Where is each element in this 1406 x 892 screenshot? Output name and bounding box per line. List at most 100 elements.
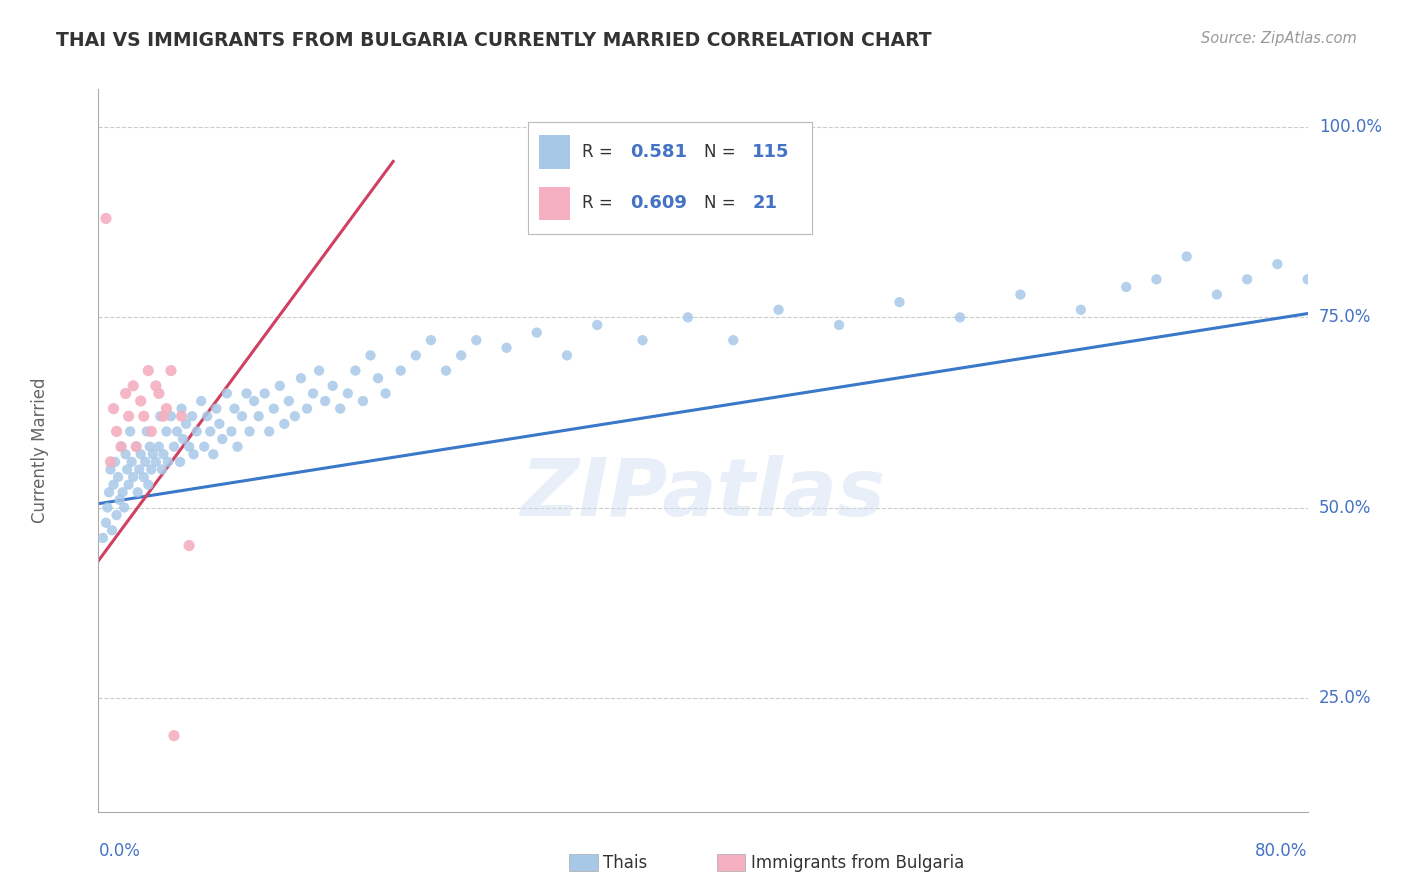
Point xyxy=(142,447,165,461)
Point xyxy=(360,348,382,362)
Point xyxy=(166,425,188,439)
Point xyxy=(148,440,170,454)
Point xyxy=(163,440,186,454)
Text: ZIPatlas: ZIPatlas xyxy=(520,455,886,533)
Point xyxy=(94,211,117,226)
Point xyxy=(104,455,127,469)
Point xyxy=(1267,257,1289,271)
Point xyxy=(94,516,117,530)
Point xyxy=(118,409,141,424)
Point xyxy=(181,409,204,424)
Point xyxy=(91,531,114,545)
Point xyxy=(828,318,851,332)
Point xyxy=(224,401,246,416)
Point xyxy=(205,401,228,416)
Point xyxy=(134,455,156,469)
Point xyxy=(631,333,654,347)
Point xyxy=(118,477,141,491)
Point xyxy=(768,302,790,317)
Point xyxy=(239,425,262,439)
Point xyxy=(263,401,285,416)
Point xyxy=(174,417,197,431)
Point xyxy=(136,477,159,491)
Point xyxy=(170,409,193,424)
Point xyxy=(179,539,201,553)
Point xyxy=(136,363,159,377)
Point xyxy=(108,492,131,507)
Point xyxy=(114,447,136,461)
Point xyxy=(132,470,155,484)
Point xyxy=(163,729,186,743)
Point xyxy=(295,401,318,416)
Point xyxy=(889,295,911,310)
Point xyxy=(211,432,233,446)
Point xyxy=(221,425,243,439)
Point xyxy=(160,409,183,424)
Point xyxy=(172,432,194,446)
Point xyxy=(152,409,174,424)
Point xyxy=(277,394,299,409)
Point xyxy=(107,470,129,484)
Point xyxy=(193,440,215,454)
Point xyxy=(122,470,145,484)
Text: 0.0%: 0.0% xyxy=(98,842,141,860)
Point xyxy=(156,455,179,469)
Point xyxy=(111,485,134,500)
Point xyxy=(148,386,170,401)
Point xyxy=(208,417,231,431)
Point xyxy=(186,425,208,439)
Point xyxy=(141,425,163,439)
Point xyxy=(302,386,325,401)
Point xyxy=(103,477,125,491)
Point xyxy=(1115,280,1137,294)
Point xyxy=(115,462,138,476)
Point xyxy=(257,425,280,439)
Point xyxy=(284,409,307,424)
Point xyxy=(526,326,548,340)
Point xyxy=(1296,272,1319,286)
Text: Currently Married: Currently Married xyxy=(31,377,49,524)
Point xyxy=(139,440,162,454)
Point xyxy=(202,447,225,461)
Point xyxy=(253,386,276,401)
Point xyxy=(135,425,157,439)
Point xyxy=(132,409,155,424)
Point xyxy=(1357,257,1379,271)
Point xyxy=(405,348,427,362)
Point xyxy=(120,425,142,439)
Point xyxy=(150,462,173,476)
Text: 50.0%: 50.0% xyxy=(1319,499,1371,516)
Text: Thais: Thais xyxy=(603,854,647,871)
Point xyxy=(98,485,121,500)
Point xyxy=(465,333,488,347)
Point xyxy=(374,386,396,401)
Point xyxy=(235,386,257,401)
Point xyxy=(1206,287,1229,301)
Text: THAI VS IMMIGRANTS FROM BULGARIA CURRENTLY MARRIED CORRELATION CHART: THAI VS IMMIGRANTS FROM BULGARIA CURRENT… xyxy=(56,31,932,50)
Point xyxy=(1327,242,1350,256)
Point xyxy=(243,394,266,409)
Point xyxy=(367,371,389,385)
Point xyxy=(273,417,295,431)
Point xyxy=(114,386,136,401)
Point xyxy=(129,394,152,409)
Point xyxy=(434,363,457,377)
Point xyxy=(96,500,118,515)
Point xyxy=(247,409,270,424)
Point xyxy=(100,462,122,476)
Point xyxy=(105,425,128,439)
Point xyxy=(160,363,183,377)
Text: 25.0%: 25.0% xyxy=(1319,689,1371,706)
Point xyxy=(145,379,167,393)
Point xyxy=(314,394,336,409)
Point xyxy=(170,401,193,416)
Point xyxy=(1175,250,1198,264)
Point xyxy=(101,524,124,538)
Point xyxy=(195,409,218,424)
Point xyxy=(555,348,578,362)
Point xyxy=(155,401,177,416)
Point xyxy=(110,440,132,454)
Text: 80.0%: 80.0% xyxy=(1256,842,1308,860)
Text: Source: ZipAtlas.com: Source: ZipAtlas.com xyxy=(1201,31,1357,46)
Point xyxy=(586,318,609,332)
